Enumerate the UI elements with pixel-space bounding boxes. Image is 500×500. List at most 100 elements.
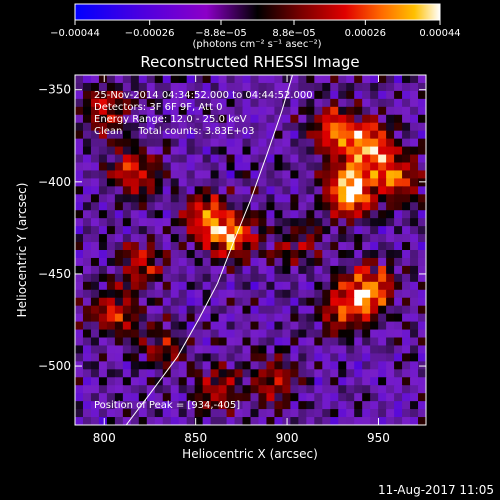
footer-timestamp: 11-Aug-2017 11:05 [378, 483, 494, 497]
heatmap-cell [290, 337, 299, 347]
heatmap-cell [234, 401, 244, 410]
heatmap-cell [234, 226, 244, 235]
heatmap-cell [226, 305, 236, 315]
heatmap-cell [146, 369, 156, 378]
heatmap-cell [202, 162, 212, 172]
heatmap-cell [314, 170, 323, 179]
heatmap-cell [130, 210, 140, 219]
heatmap-cell [274, 178, 284, 187]
heatmap-cell [274, 377, 284, 386]
heatmap-cell [178, 218, 188, 227]
heatmap-cell [146, 257, 156, 267]
heatmap-cell [186, 114, 196, 124]
heatmap-cell [202, 90, 212, 100]
heatmap-cell [378, 289, 387, 299]
heatmap-cell [98, 273, 108, 283]
heatmap-cell [290, 297, 299, 307]
heatmap-cell [114, 377, 124, 386]
heatmap-cell [170, 90, 180, 100]
heatmap-cell [186, 369, 196, 378]
heatmap-cell [418, 122, 426, 132]
heatmap-cell [298, 154, 307, 164]
heatmap-cell [338, 170, 347, 179]
heatmap-cell [106, 170, 116, 179]
heatmap-cell [90, 273, 100, 283]
heatmap-cell [314, 210, 323, 219]
heatmap-cell [178, 345, 188, 354]
heatmap-cell [146, 122, 156, 132]
heatmap-cell [186, 202, 196, 211]
heatmap-cell [210, 75, 220, 84]
heatmap-cell [370, 265, 379, 275]
heatmap-cell [82, 377, 92, 386]
heatmap-cell [242, 194, 252, 203]
heatmap-cell [266, 202, 276, 211]
heatmap-cell [378, 257, 387, 267]
heatmap-cell [298, 202, 307, 211]
heatmap-cell [386, 289, 395, 299]
heatmap-cell [218, 257, 228, 267]
heatmap-cell [154, 178, 164, 187]
heatmap-cell [75, 130, 84, 140]
heatmap-cell [114, 313, 124, 323]
heatmap-cell [98, 369, 108, 378]
heatmap-cell [274, 170, 284, 179]
heatmap-cell [162, 265, 172, 275]
heatmap-cell [306, 321, 315, 331]
heatmap-cell [242, 226, 252, 235]
heatmap-cell [122, 218, 132, 227]
heatmap-cell [98, 162, 108, 172]
heatmap-cell [154, 305, 164, 315]
heatmap-cell [394, 75, 403, 84]
heatmap-cell [378, 162, 387, 172]
heatmap-cell [234, 122, 244, 132]
heatmap-cell [202, 401, 212, 410]
heatmap-cell [98, 321, 108, 331]
heatmap-cell [82, 130, 92, 140]
heatmap-cell [298, 250, 307, 259]
heatmap-cell [314, 194, 323, 203]
heatmap-cell [362, 146, 371, 156]
heatmap-cell [378, 170, 387, 179]
heatmap-cell [314, 146, 323, 156]
heatmap-cell [90, 170, 100, 179]
heatmap-cell [250, 98, 260, 108]
heatmap-cell [138, 297, 148, 307]
heatmap-cell [274, 385, 284, 394]
heatmap-cell [322, 273, 331, 283]
heatmap-cell [330, 186, 339, 195]
heatmap-cell [210, 194, 220, 203]
heatmap-cell [226, 409, 236, 418]
heatmap-cell [298, 162, 307, 172]
heatmap-cell [402, 186, 411, 195]
heatmap-cell [322, 281, 331, 291]
heatmap-cell [266, 329, 276, 339]
heatmap-cell [186, 194, 196, 203]
heatmap-cell [250, 273, 260, 283]
heatmap-cell [226, 401, 236, 410]
heatmap-cell [122, 75, 132, 84]
heatmap-cell [330, 409, 339, 418]
heatmap-cell [354, 114, 363, 124]
heatmap-cell [186, 305, 196, 315]
heatmap-cell [370, 146, 379, 156]
heatmap-cell [138, 361, 148, 370]
heatmap-cell [130, 265, 140, 275]
heatmap-cell [250, 186, 260, 195]
heatmap-cell [290, 98, 299, 108]
heatmap-cell [330, 297, 339, 307]
heatmap-cell [266, 210, 276, 219]
heatmap-cell [106, 385, 116, 394]
heatmap-cell [306, 393, 315, 402]
heatmap-cell [410, 297, 419, 307]
heatmap-cell [370, 170, 379, 179]
heatmap-cell [210, 353, 220, 362]
heatmap-cell [218, 202, 228, 211]
heatmap-cell [378, 154, 387, 164]
heatmap-cell [330, 75, 339, 84]
heatmap-cell [130, 401, 140, 410]
heatmap-cell [330, 265, 339, 275]
heatmap-cell [394, 305, 403, 315]
heatmap-cell [106, 194, 116, 203]
heatmap-cell [90, 130, 100, 140]
